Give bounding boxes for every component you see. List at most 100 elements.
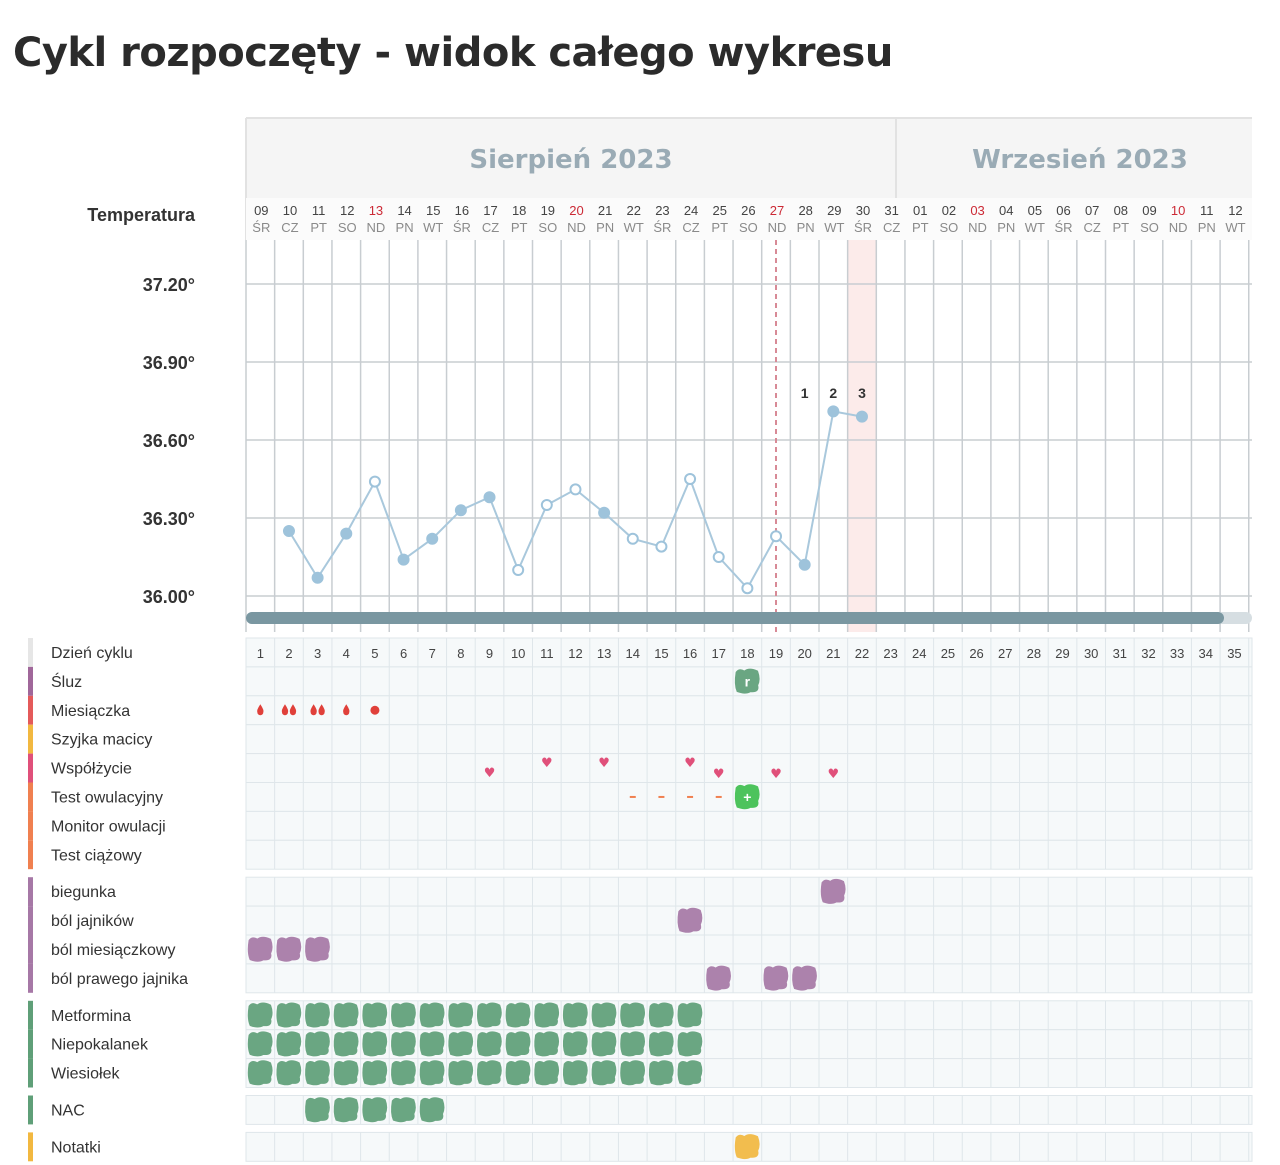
wiesiolek-marker[interactable]: [505, 1060, 531, 1086]
drop-icon[interactable]: [343, 704, 350, 716]
heart-icon[interactable]: ♥: [598, 756, 610, 771]
niepokalanek-marker[interactable]: [362, 1031, 388, 1057]
temperature-point[interactable]: [741, 582, 754, 595]
drop-icon[interactable]: [310, 704, 317, 716]
temperature-point[interactable]: [684, 473, 697, 485]
nac-marker[interactable]: [419, 1097, 445, 1123]
niepokalanek-marker[interactable]: [305, 1031, 330, 1057]
nac-marker[interactable]: [305, 1097, 330, 1123]
wiesiolek-marker[interactable]: [391, 1060, 416, 1086]
temperature-point[interactable]: [598, 506, 611, 519]
bol-prawego-jajnika-marker[interactable]: [706, 965, 731, 991]
metformina-marker[interactable]: [419, 1002, 445, 1028]
wiesiolek-marker[interactable]: [534, 1060, 560, 1086]
niepokalanek-marker[interactable]: [448, 1031, 474, 1057]
drop-icon[interactable]: [318, 704, 325, 716]
heart-icon[interactable]: ♥: [684, 756, 696, 771]
wiesiolek-marker[interactable]: [362, 1060, 388, 1086]
temperature-point[interactable]: [340, 527, 353, 540]
temperature-point[interactable]: [397, 553, 410, 566]
notatki-marker[interactable]: [734, 1134, 760, 1160]
temperature-point[interactable]: [454, 504, 467, 517]
scrollbar-thumb[interactable]: [246, 612, 1224, 624]
temperature-point[interactable]: [770, 530, 783, 543]
temperature-point[interactable]: [569, 483, 582, 496]
wiesiolek-marker[interactable]: [648, 1060, 674, 1086]
drop-icon[interactable]: [370, 705, 380, 715]
niepokalanek-marker[interactable]: [648, 1031, 674, 1057]
heart-icon[interactable]: ♥: [484, 766, 496, 781]
metformina-marker[interactable]: [620, 1002, 646, 1028]
wiesiolek-marker[interactable]: [562, 1060, 588, 1086]
wiesiolek-marker[interactable]: [419, 1060, 445, 1086]
niepokalanek-marker[interactable]: [276, 1031, 302, 1057]
metformina-marker[interactable]: [362, 1002, 388, 1028]
drop-icon[interactable]: [289, 704, 297, 716]
metformina-marker[interactable]: [448, 1002, 474, 1028]
heart-icon[interactable]: ♥: [770, 767, 782, 782]
niepokalanek-marker[interactable]: [391, 1031, 416, 1057]
temperature-point[interactable]: [311, 571, 324, 584]
wiesiolek-marker[interactable]: [276, 1060, 302, 1086]
niepokalanek-marker[interactable]: [677, 1031, 703, 1057]
metformina-marker[interactable]: [677, 1002, 703, 1028]
bol-jajnikow-marker[interactable]: [677, 907, 703, 933]
temperature-point[interactable]: [626, 532, 639, 545]
metformina-marker[interactable]: [476, 1002, 502, 1028]
nac-marker[interactable]: [391, 1097, 416, 1123]
temperature-point[interactable]: [540, 499, 553, 511]
metformina-marker[interactable]: [333, 1002, 359, 1028]
temperature-point[interactable]: [827, 405, 840, 418]
heart-icon[interactable]: ♥: [713, 767, 725, 782]
wiesiolek-marker[interactable]: [333, 1060, 359, 1086]
niepokalanek-marker[interactable]: [419, 1031, 445, 1057]
niepokalanek-marker[interactable]: [333, 1031, 359, 1057]
wiesiolek-marker[interactable]: [620, 1060, 646, 1086]
niepokalanek-marker[interactable]: [247, 1031, 273, 1057]
metformina-marker[interactable]: [505, 1002, 531, 1028]
metformina-marker[interactable]: [534, 1002, 560, 1028]
temperature-point[interactable]: [798, 558, 811, 571]
metformina-marker[interactable]: [276, 1002, 302, 1028]
sluz-marker[interactable]: [734, 668, 760, 694]
temperature-point[interactable]: [483, 491, 496, 504]
metformina-marker[interactable]: [562, 1002, 588, 1028]
niepokalanek-marker[interactable]: [476, 1031, 502, 1057]
wiesiolek-marker[interactable]: [305, 1060, 330, 1086]
bol-miesiaczkowy-marker[interactable]: [247, 936, 273, 962]
temperature-point[interactable]: [512, 564, 525, 576]
niepokalanek-marker[interactable]: [562, 1031, 588, 1057]
temperature-point[interactable]: [426, 532, 439, 545]
wiesiolek-marker[interactable]: [591, 1060, 617, 1086]
niepokalanek-marker[interactable]: [534, 1031, 560, 1057]
ovulation-test-positive[interactable]: [734, 784, 760, 810]
niepokalanek-marker[interactable]: [620, 1031, 646, 1057]
metformina-marker[interactable]: [247, 1002, 273, 1028]
metformina-marker[interactable]: [391, 1002, 416, 1028]
bol-prawego-jajnika-marker[interactable]: [763, 965, 789, 991]
metformina-marker[interactable]: [591, 1002, 617, 1028]
temperature-point[interactable]: [282, 525, 295, 537]
bol-prawego-jajnika-marker[interactable]: [792, 965, 817, 991]
drop-icon[interactable]: [257, 704, 264, 716]
nac-marker[interactable]: [333, 1097, 359, 1123]
niepokalanek-marker[interactable]: [505, 1031, 531, 1057]
wiesiolek-marker[interactable]: [677, 1060, 703, 1086]
nac-marker[interactable]: [362, 1097, 388, 1123]
bol-miesiaczkowy-marker[interactable]: [305, 936, 330, 962]
wiesiolek-marker[interactable]: [476, 1060, 502, 1086]
wiesiolek-marker[interactable]: [448, 1060, 474, 1086]
bol-miesiaczkowy-marker[interactable]: [276, 936, 302, 962]
temperature-point[interactable]: [712, 551, 725, 563]
drop-icon[interactable]: [281, 704, 289, 716]
temperature-point[interactable]: [855, 410, 868, 423]
niepokalanek-marker[interactable]: [591, 1031, 617, 1057]
metformina-marker[interactable]: [305, 1002, 330, 1028]
biegunka-marker[interactable]: [820, 878, 846, 904]
temperature-point[interactable]: [655, 540, 668, 553]
metformina-marker[interactable]: [648, 1002, 674, 1028]
heart-icon[interactable]: ♥: [541, 756, 553, 771]
temperature-point[interactable]: [368, 475, 381, 488]
wiesiolek-marker[interactable]: [247, 1060, 273, 1086]
heart-icon[interactable]: ♥: [827, 767, 839, 782]
